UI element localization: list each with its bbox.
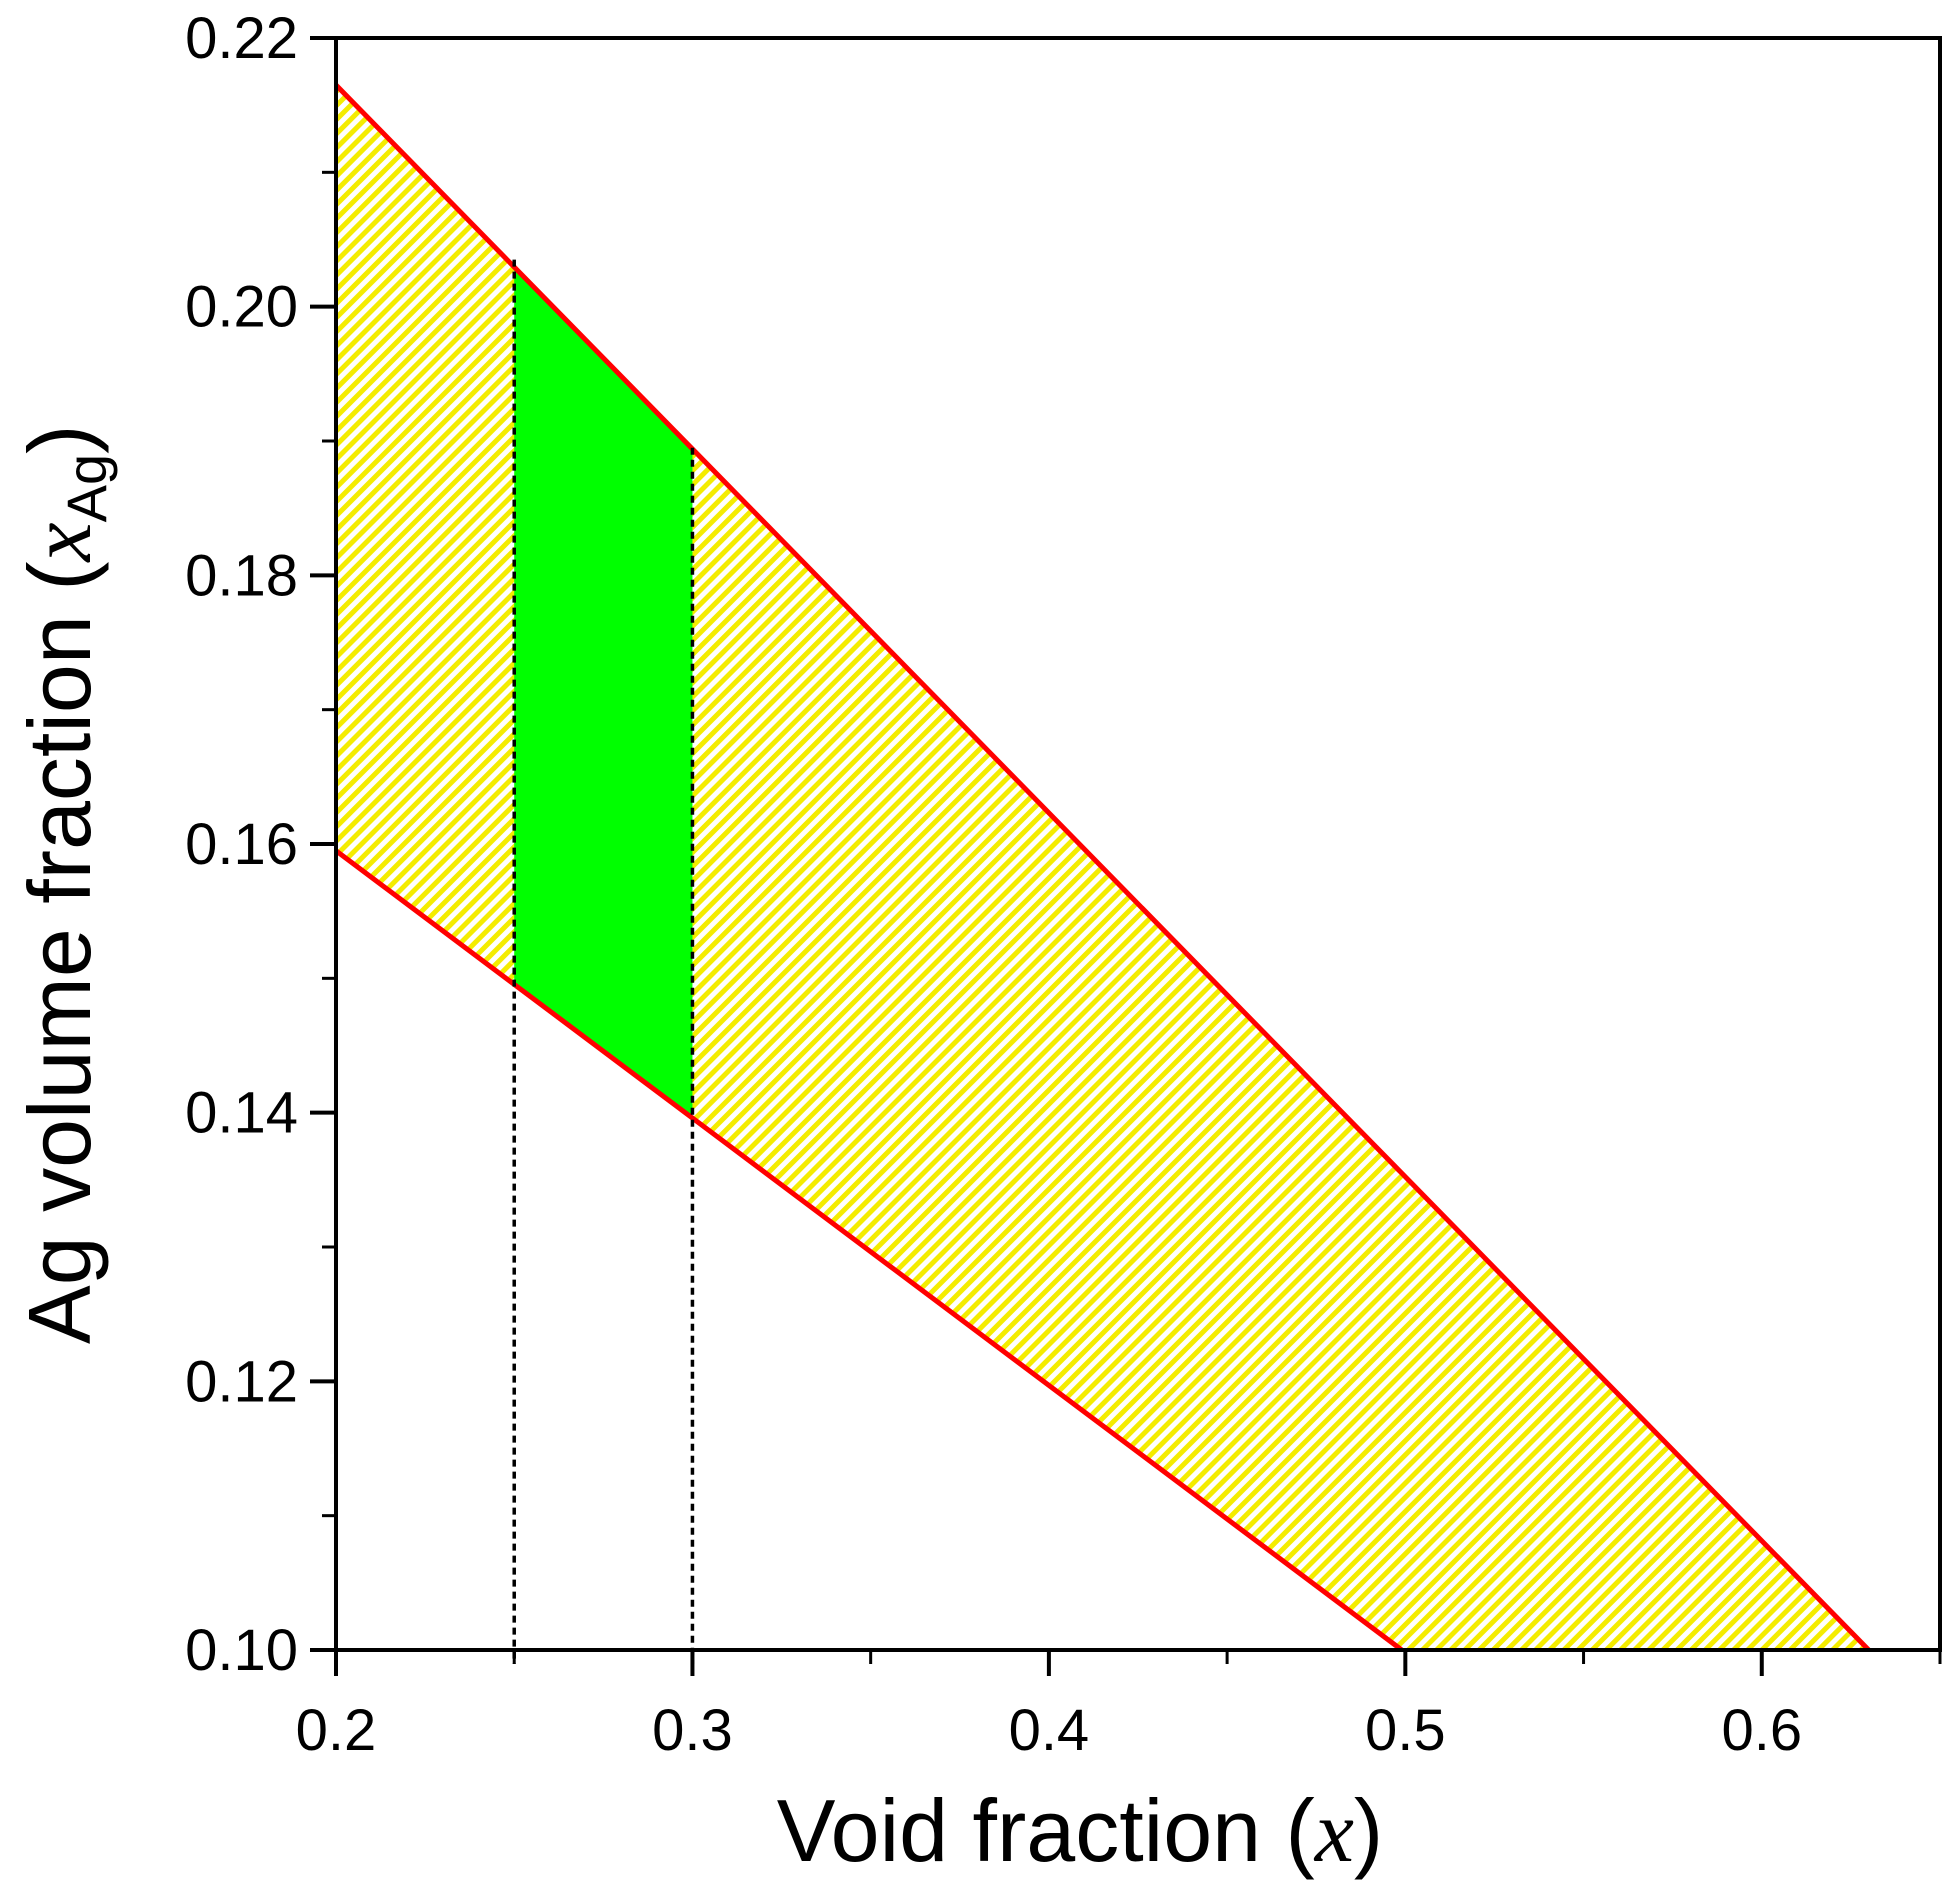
y-tick-label: 0.12 xyxy=(185,1349,298,1414)
x-axis-title: Void fraction (x) xyxy=(777,1781,1383,1881)
x-axis-symbol: x xyxy=(1313,1784,1354,1881)
y-axis-title-group: Ag volume fraction (xAg) xyxy=(10,425,118,1344)
ticks: 0.2 0.3 0.4 0.5 0.6 0.10 0.12 0.14 0.16 0.18 0.20 0… xyxy=(185,6,1942,1763)
y-tick-label: 0.16 xyxy=(185,812,298,877)
y-axis-title: Ag volume fraction (xAg) xyxy=(10,425,118,1344)
y-axis-symbol: x xyxy=(13,522,110,563)
y-tick-label: 0.10 xyxy=(185,1618,298,1683)
y-axis-subscript: Ag xyxy=(55,454,118,523)
x-tick-label: 0.4 xyxy=(1009,1698,1090,1763)
x-tick-label: 0.2 xyxy=(296,1698,377,1763)
y-tick-label: 0.18 xyxy=(185,543,298,608)
x-tick-label: 0.6 xyxy=(1721,1698,1802,1763)
y-tick-label: 0.14 xyxy=(185,1081,298,1146)
x-tick-label: 0.3 xyxy=(652,1698,733,1763)
plot-area xyxy=(336,83,1871,1650)
y-tick-label: 0.20 xyxy=(185,275,298,340)
x-tick-label: 0.5 xyxy=(1365,1698,1446,1763)
y-tick-label: 0.22 xyxy=(185,6,298,71)
solid-region xyxy=(514,266,693,1119)
upper-bound-line xyxy=(336,83,1871,1650)
